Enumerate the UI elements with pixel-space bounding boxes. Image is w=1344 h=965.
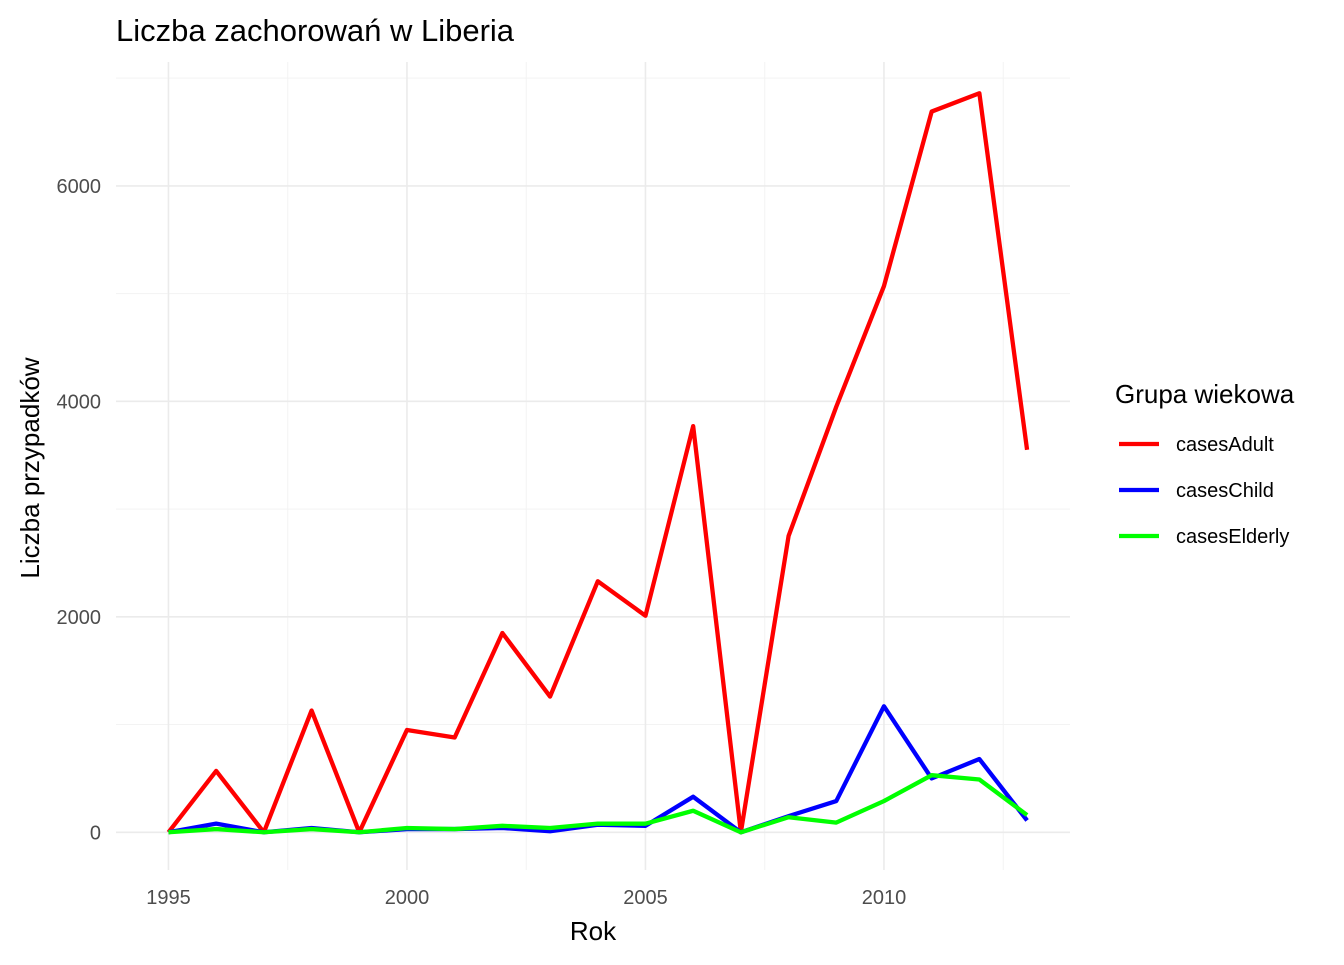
x-tick-label: 1995	[146, 887, 191, 909]
x-tick-label: 2000	[385, 887, 430, 909]
legend-title: Grupa wiekowa	[1115, 379, 1295, 409]
legend-label-casesAdult: casesAdult	[1176, 434, 1274, 456]
series-line-casesElderly	[168, 773, 1029, 835]
y-tick-label: 6000	[57, 176, 102, 198]
x-axis-ticks: 1995 2000 2005 2010	[146, 887, 906, 909]
legend: Grupa wiekowa casesAdult casesChild casesE…	[1115, 379, 1295, 548]
y-tick-label: 4000	[57, 391, 102, 413]
series-lines	[166, 91, 1030, 835]
x-axis-title: Rok	[570, 916, 617, 946]
legend-label-casesChild: casesChild	[1176, 480, 1274, 502]
y-tick-label: 2000	[57, 607, 102, 629]
legend-label-casesElderly: casesElderly	[1176, 526, 1289, 548]
legend-items: casesAdult casesChild casesElderly	[1119, 434, 1289, 548]
y-axis-ticks: 0 2000 4000 6000	[57, 176, 102, 844]
chart-title: Liczba zachorowań w Liberia	[116, 13, 515, 48]
y-axis-title: Liczba przypadków	[15, 357, 45, 578]
x-tick-label: 2010	[862, 887, 907, 909]
series-line-casesChild	[168, 704, 1029, 835]
series-line-casesAdult	[166, 91, 1030, 835]
grid-lines	[116, 62, 1070, 870]
x-tick-label: 2005	[623, 887, 668, 909]
y-tick-label: 0	[90, 822, 101, 844]
